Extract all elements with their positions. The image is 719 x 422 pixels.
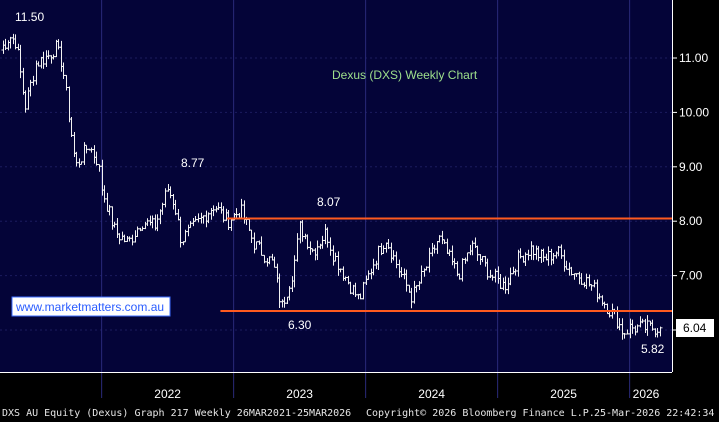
x-tick-label: 2023 [286,387,313,401]
x-axis: 2022 2023 2024 2025 2026 [0,372,672,401]
annotation-2022-high: 8.77 [181,156,205,170]
candles [1,33,663,340]
watermark-box: www.marketmatters.com.au [11,296,171,317]
footer: DXS AU Equity (Dexus) Graph 217 Weekly 2… [0,405,719,422]
annotation-2023-high: 8.07 [317,195,341,209]
annotation-recent-low: 5.82 [641,342,665,356]
annotation-high: 11.50 [15,10,44,24]
footer-copyright: Copyright© 2026 Bloomberg Finance L.P. [366,408,595,419]
chart-title: Dexus (DXS) Weekly Chart [332,68,478,82]
y-tick-label: 10.00 [679,105,709,119]
last-price-tag: 6.04 [676,319,714,337]
y-tick-label: 9.00 [679,160,703,174]
y-tick-label: 8.00 [679,214,703,228]
x-tick-label: 2025 [550,387,577,401]
footer-timestamp: 25-Mar-2026 22:42:34 [594,408,715,419]
horizontal-levels [220,217,672,312]
y-axis-band [672,0,719,372]
x-axis-band [0,372,719,405]
last-price-label: 6.04 [683,321,707,335]
annotation-2023-low: 6.30 [288,318,312,332]
y-tick-label: 7.00 [679,269,703,283]
y-tick-label: 11.00 [679,51,708,65]
x-tick-label: 2026 [633,387,660,401]
x-tick-label: 2022 [154,387,181,401]
x-tick-label: 2024 [418,387,445,401]
footer-security: DXS AU Equity (Dexus) Graph 217 Weekly 2… [2,408,352,419]
watermark-text: www.marketmatters.com.au [15,300,164,314]
grid-lines [0,0,672,398]
